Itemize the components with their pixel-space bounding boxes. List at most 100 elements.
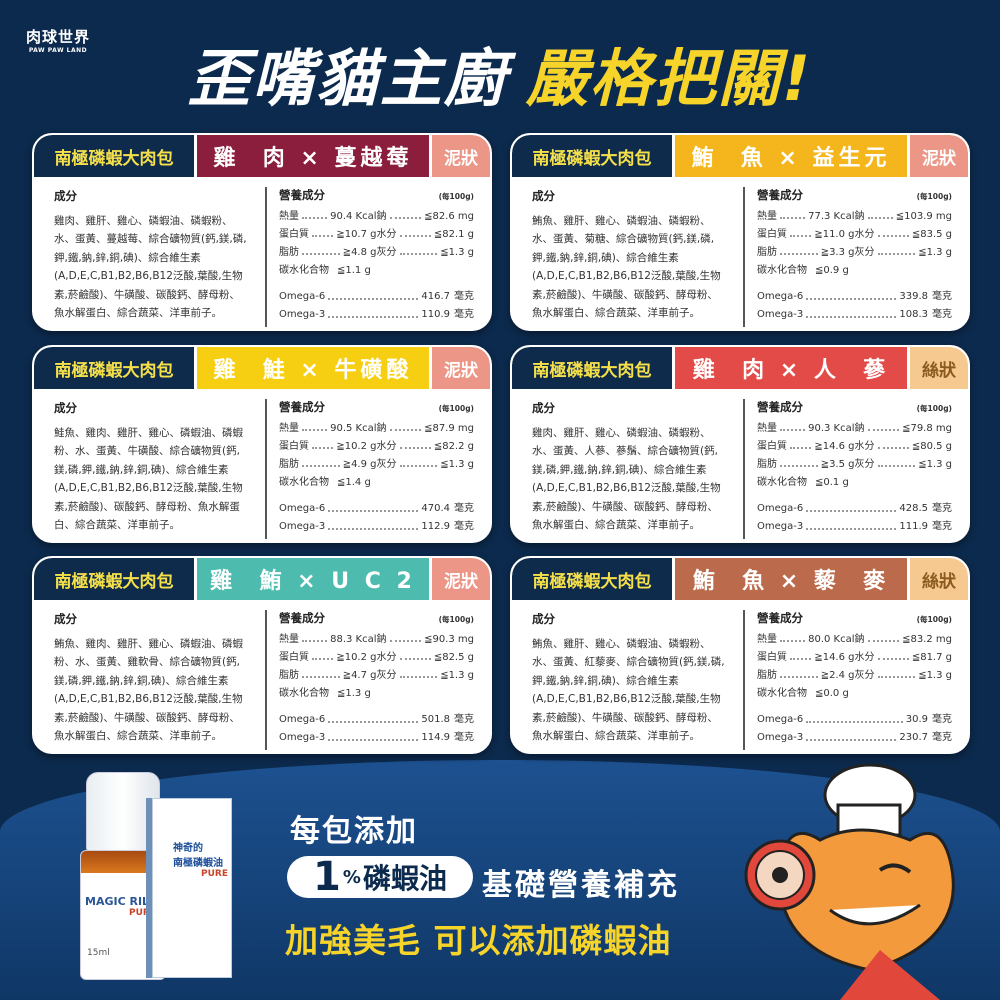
sodium-label: 鈉 bbox=[854, 423, 865, 434]
omega3-label: Omega-3 bbox=[757, 309, 804, 320]
bottle-sub: PURE bbox=[129, 908, 156, 918]
ingredients-section: 成分 雞肉、雞肝、雞心、磷蝦油、磷蝦粉、水、蛋黃、蔓越莓、綜合礦物質(鈣,鎂,磷,… bbox=[54, 187, 249, 327]
ingredients-heading: 成分 bbox=[532, 189, 555, 203]
nutrition-section: 營養成分 (每100g) 熱量 77.3 Kcal 鈉 ≦103.9 mg 蛋白質 ≧11.… bbox=[757, 187, 952, 327]
sodium-value: ≦87.9 mg bbox=[424, 423, 474, 434]
moisture-value: ≦82.5 g bbox=[433, 652, 474, 663]
carbs-label: 碳水化合物 bbox=[757, 265, 807, 276]
unit: 毫克 bbox=[932, 309, 952, 320]
dot-leader bbox=[389, 632, 422, 642]
dot-leader bbox=[399, 245, 438, 255]
ash-label: 灰分 bbox=[376, 247, 397, 258]
ash: 灰分 ≦1.3 g bbox=[377, 457, 475, 472]
omega3-label: Omega-3 bbox=[279, 732, 326, 743]
calories-value: 90.3 Kcal bbox=[808, 423, 855, 434]
logo-name: 肉球世界 bbox=[25, 28, 90, 46]
moisture: 水分 ≦80.5 g bbox=[855, 439, 953, 454]
dot-leader bbox=[328, 288, 419, 300]
calories-value: 88.3 Kcal bbox=[330, 634, 377, 645]
protein: 蛋白質 ≧14.6 g bbox=[757, 439, 855, 454]
fat: 脂肪 ≧2.4 g bbox=[757, 668, 855, 683]
brand-label: 南極磷蝦大肉包 bbox=[512, 347, 672, 389]
bottle-label: MAGIC RILL bbox=[85, 895, 157, 908]
pill-percent: % bbox=[342, 866, 361, 888]
omega3: Omega-3 230.7 毫克 bbox=[757, 729, 952, 747]
brand-label: 南極磷蝦大肉包 bbox=[34, 558, 194, 600]
sodium-label: 鈉 bbox=[376, 423, 387, 434]
omega3-value: 108.3 bbox=[899, 309, 928, 320]
title-yellow: 嚴格把關! bbox=[525, 42, 813, 115]
omega3: Omega-3 111.9 毫克 bbox=[757, 518, 952, 536]
omega3-value: 111.9 bbox=[899, 521, 928, 532]
carbs: 碳水化合物 ≦0.1 g bbox=[757, 475, 855, 490]
dot-leader bbox=[328, 500, 419, 512]
column-divider bbox=[743, 187, 745, 327]
fat-value: ≧4.7 g bbox=[342, 670, 377, 681]
dot-leader bbox=[328, 729, 419, 741]
omega6-label: Omega-6 bbox=[757, 503, 804, 514]
ingredients-text: 雞肉、雞肝、雞心、磷蝦油、磷蝦粉、水、蛋黃、人蔘、蔘鬚、綜合礦物質(鈣,鎂,磷,… bbox=[532, 426, 721, 532]
ash-value: ≦1.3 g bbox=[918, 247, 952, 258]
per-100g: (每100g) bbox=[438, 615, 474, 624]
column-divider bbox=[265, 399, 267, 539]
omega6-label: Omega-6 bbox=[279, 291, 326, 302]
moisture-label: 水分 bbox=[854, 652, 875, 663]
brand-label: 南極磷蝦大肉包 bbox=[512, 558, 672, 600]
nutrition-heading: 營養成分 bbox=[757, 400, 803, 414]
dot-leader bbox=[780, 668, 818, 678]
calories-label: 熱量 bbox=[279, 211, 299, 222]
sodium: 鈉 ≦83.2 mg bbox=[855, 632, 953, 647]
sodium-value: ≦82.6 mg bbox=[424, 211, 474, 222]
moisture-value: ≦80.5 g bbox=[911, 441, 952, 452]
calories-label: 熱量 bbox=[279, 423, 299, 434]
carbs-value: ≦0.1 g bbox=[815, 477, 849, 488]
dot-leader bbox=[780, 245, 818, 255]
texture-badge: 絲狀 bbox=[910, 558, 968, 600]
dot-leader bbox=[302, 457, 340, 467]
nutrition-heading: 營養成分 bbox=[279, 188, 325, 202]
protein: 蛋白質 ≧14.6 g bbox=[757, 650, 855, 665]
calories: 熱量 80.0 Kcal bbox=[757, 632, 855, 647]
calories-label: 熱量 bbox=[757, 211, 777, 222]
calories-label: 熱量 bbox=[757, 423, 777, 434]
carbs: 碳水化合物 ≦1.1 g bbox=[279, 263, 377, 278]
carbs-value: ≦1.3 g bbox=[337, 688, 371, 699]
texture-badge: 泥狀 bbox=[432, 558, 490, 600]
carbs-value: ≦0.0 g bbox=[815, 688, 849, 699]
ingredients-section: 成分 鮪魚、雞肝、雞心、磷蝦油、磷蝦粉、水、蛋黃、菊糖、綜合礦物質(鈣,鎂,磷,鉀… bbox=[532, 187, 727, 327]
ash: 灰分 ≦1.3 g bbox=[855, 457, 953, 472]
column-divider bbox=[265, 187, 267, 327]
dot-leader bbox=[302, 421, 328, 431]
nutrition-heading: 營養成分 bbox=[279, 400, 325, 414]
ash-value: ≦1.3 g bbox=[440, 670, 474, 681]
texture-badge: 絲狀 bbox=[910, 347, 968, 389]
dot-leader bbox=[312, 439, 334, 449]
sodium-label: 鈉 bbox=[854, 211, 865, 222]
ash-value: ≦1.3 g bbox=[440, 459, 474, 470]
product-card: 南極磷蝦大肉包 雞 鮪 × U C 2 泥狀 成分 鮪魚、雞肉、雞肝、雞心、磷蝦油… bbox=[32, 556, 492, 754]
omega3-label: Omega-3 bbox=[279, 309, 326, 320]
protein-value: ≧10.2 g bbox=[336, 652, 377, 663]
moisture: 水分 ≦82.5 g bbox=[377, 650, 475, 665]
box-line2: 南極磷蝦油 bbox=[173, 858, 223, 869]
per-100g: (每100g) bbox=[438, 192, 474, 201]
card-header: 南極磷蝦大肉包 雞 肉 × 蔓越莓 泥狀 bbox=[34, 135, 490, 177]
dot-leader bbox=[399, 668, 438, 678]
product-card: 南極磷蝦大肉包 雞 鮭 × 牛磺酸 泥狀 成分 鮭魚、雞肉、雞肝、雞心、磷蝦油、磷… bbox=[32, 345, 492, 543]
dot-leader bbox=[780, 209, 806, 219]
fat-label: 脂肪 bbox=[279, 459, 299, 470]
moisture: 水分 ≦82.1 g bbox=[377, 227, 475, 242]
dot-leader bbox=[312, 650, 334, 660]
nutrition-section: 營養成分 (每100g) 熱量 90.3 Kcal 鈉 ≦79.8 mg 蛋白質 ≧14.6… bbox=[757, 399, 952, 539]
product-card: 南極磷蝦大肉包 雞 肉 × 蔓越莓 泥狀 成分 雞肉、雞肝、雞心、磷蝦油、磷蝦粉、… bbox=[32, 133, 492, 331]
dot-leader bbox=[867, 632, 900, 642]
ingredients-text: 雞肉、雞肝、雞心、磷蝦油、磷蝦粉、水、蛋黃、蔓越莓、綜合礦物質(鈣,鎂,磷,鉀,… bbox=[54, 214, 247, 320]
ingredients-text: 鮪魚、雞肉、雞肝、雞心、磷蝦油、磷蝦粉、水、蛋黃、雞軟骨、綜合礦物質(鈣,鎂,磷… bbox=[54, 637, 243, 743]
sodium: 鈉 ≦79.8 mg bbox=[855, 421, 953, 436]
ash: 灰分 ≦1.3 g bbox=[377, 668, 475, 683]
promo-line2: 基礎營養補充 bbox=[482, 868, 680, 903]
fat-value: ≧4.9 g bbox=[342, 459, 377, 470]
omega6: Omega-6 470.4 毫克 bbox=[279, 500, 474, 518]
protein-label: 蛋白質 bbox=[757, 229, 787, 240]
carbs: 碳水化合物 ≦1.4 g bbox=[279, 475, 377, 490]
